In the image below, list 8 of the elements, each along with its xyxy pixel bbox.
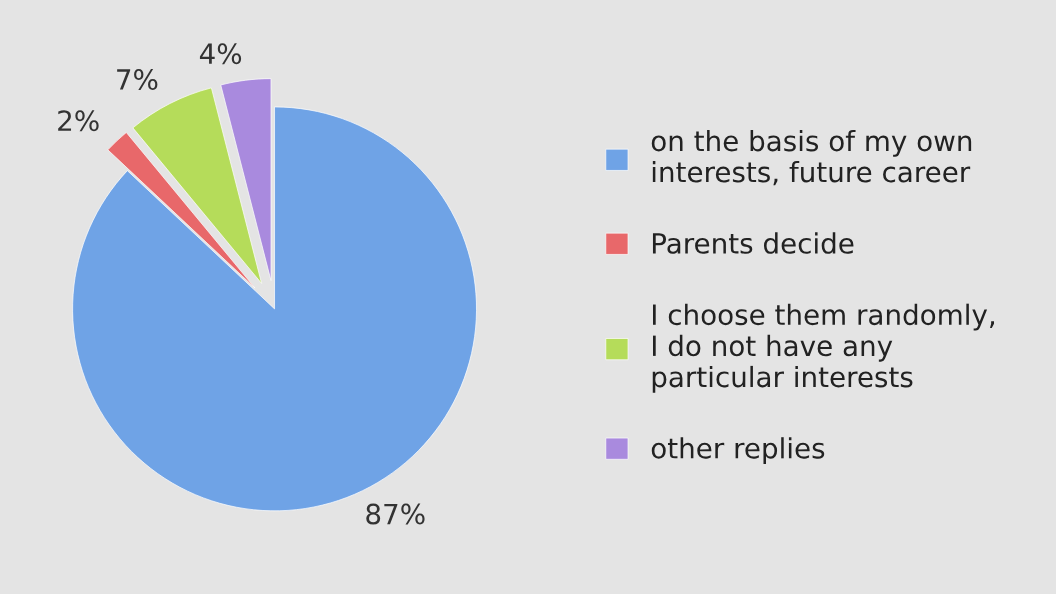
data-label: 2%: [58, 110, 99, 132]
data-label: 87%: [366, 503, 425, 525]
legend-label: I choose them randomly, I do not have any particular interests: [652, 303, 995, 393]
data-label: 7%: [117, 68, 158, 90]
data-label: 4%: [199, 43, 242, 65]
legend-label: on the basis of my own interests, future career: [651, 129, 972, 186]
legend-label: Parents decide: [652, 232, 854, 254]
legend-label: other replies: [651, 437, 825, 465]
